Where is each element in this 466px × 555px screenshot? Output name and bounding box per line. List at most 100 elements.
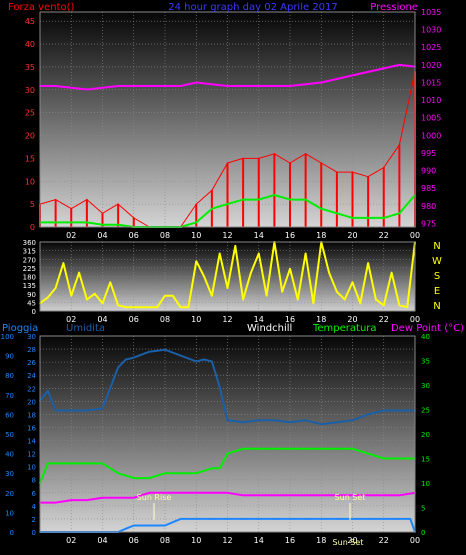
wind-gust-line-point [195, 203, 198, 205]
wind-gust-line-point [351, 171, 354, 173]
pressure-line-point [70, 87, 73, 89]
top-chart-title: 24 hour graph day 02 Aprile 2017 [168, 2, 338, 13]
wind-direction-line-point [86, 298, 88, 301]
wind-direction-line-point [351, 281, 354, 284]
humidity-line-point [125, 358, 127, 361]
rain-tick-label: 0 [32, 529, 36, 537]
direction-tick-label: 360 [23, 239, 36, 247]
dewpoint-line-point [133, 496, 135, 499]
humidity-tick-label: 100 [1, 333, 14, 341]
temperature-line-point [211, 467, 213, 470]
bottom-panel-border [39, 335, 416, 533]
wind-direction-line-point [265, 294, 268, 297]
humidity-line-point [148, 350, 151, 353]
wind-avg-line-point [383, 217, 385, 219]
rain-tick-label: 26 [27, 359, 36, 367]
wind-direction-line-point [336, 291, 338, 293]
temperature-tick-label: 0 [421, 529, 425, 537]
pressure-line-point [320, 81, 323, 84]
humidity-tick-label: 30 [5, 470, 14, 478]
wind-avg-line-point [304, 198, 307, 201]
wind-avg-line-point [320, 207, 323, 210]
y-left-tick-label: 20 [25, 132, 35, 141]
wind-direction-line-point [242, 298, 244, 301]
rain-tick-label: 18 [27, 411, 36, 419]
y-right-tick-label: 1010 [421, 96, 441, 105]
humidity-tick-label: 0 [10, 529, 14, 537]
wind-avg-line-point [273, 194, 276, 196]
rain-tick-label: 28 [27, 346, 36, 354]
rain-axis-label: Pioggia [2, 323, 38, 334]
x-tick-label: 06 [129, 536, 139, 545]
dewpoint-line-point [54, 501, 57, 504]
wind-direction-line-point [367, 262, 369, 264]
rain-line-point [304, 518, 307, 520]
x-tick-label: 08 [160, 231, 170, 240]
temperature-line-point [304, 447, 307, 450]
y-right-tick-label: 980 [421, 202, 436, 211]
temperature-line-point [351, 447, 354, 450]
x-tick-label: 20 [347, 536, 357, 545]
direction-tick-label: 180 [23, 274, 36, 282]
direction-tick-label: 315 [23, 248, 36, 256]
wind-direction-line-point [140, 306, 143, 309]
wind-gust-line-point [54, 198, 57, 201]
y-right-tick-label: 990 [421, 167, 436, 176]
y-right-tick-label: 1020 [421, 61, 441, 70]
rain-line-point [258, 518, 260, 520]
top-left-axis-label: Forza vento() [8, 2, 75, 13]
rain-tick-label: 2 [32, 516, 36, 524]
pressure-line-point [148, 85, 151, 87]
wind-direction-line-point [304, 252, 307, 255]
rain-line-point [195, 518, 198, 520]
wind-direction-line-point [375, 298, 377, 301]
temperature-line-point [101, 462, 104, 465]
wind-direction-line-point [383, 304, 385, 307]
dewpoint-line-point [351, 494, 354, 497]
wind-direction-line-point [328, 271, 330, 274]
rain-tick-label: 22 [27, 385, 36, 393]
temperature-line-point [320, 447, 323, 450]
x-tick-label: 16 [285, 536, 295, 545]
rain-line-point [367, 518, 369, 520]
wind-direction-line-point [289, 268, 291, 270]
dewpoint-line-point [117, 496, 119, 499]
dewpoint-line-point [86, 499, 88, 501]
temperature-tick-label: 5 [421, 505, 425, 513]
rain-line-point [409, 518, 412, 520]
wind-direction-line-point [164, 294, 166, 297]
humidity-line-point [367, 413, 369, 416]
pressure-line-point [179, 85, 182, 87]
wind-avg-line-point [117, 223, 119, 226]
humidity-line-point [133, 356, 135, 359]
wind-avg-line-point [289, 198, 291, 201]
dewpoint-line-point [101, 496, 104, 499]
wind-avg-line-point [86, 221, 88, 224]
wind-direction-line-point [226, 287, 229, 289]
rain-line-point [320, 518, 323, 520]
x-tick-label: 08 [160, 315, 170, 324]
pressure-line-point [211, 83, 213, 86]
temperature-tick-label: 25 [421, 407, 430, 415]
wind-avg-line-point [70, 221, 73, 224]
dewpoint-label: Dew Point (°C) [391, 323, 464, 334]
wind-direction-line-point [281, 291, 284, 293]
y-left-tick-label: 10 [25, 177, 35, 186]
x-tick-label: 12 [222, 315, 232, 324]
x-tick-label: 10 [191, 231, 201, 240]
wind-gust-line-point [117, 203, 119, 205]
wind-gust-line-point [273, 153, 276, 155]
temperature-line-point [133, 477, 135, 479]
direction-tick-label: 45 [27, 299, 36, 307]
temperature-line-point [70, 462, 73, 465]
wind-avg-line-point [195, 221, 198, 224]
rain-line-point [336, 518, 338, 520]
pressure-line-point [242, 85, 244, 87]
humidity-line-point [218, 386, 221, 388]
rain-tick-label: 8 [32, 477, 36, 485]
wind-direction-line-point [179, 306, 182, 309]
rain-tick-label: 16 [27, 424, 36, 432]
humidity-axis-label: Umidita [66, 323, 105, 334]
